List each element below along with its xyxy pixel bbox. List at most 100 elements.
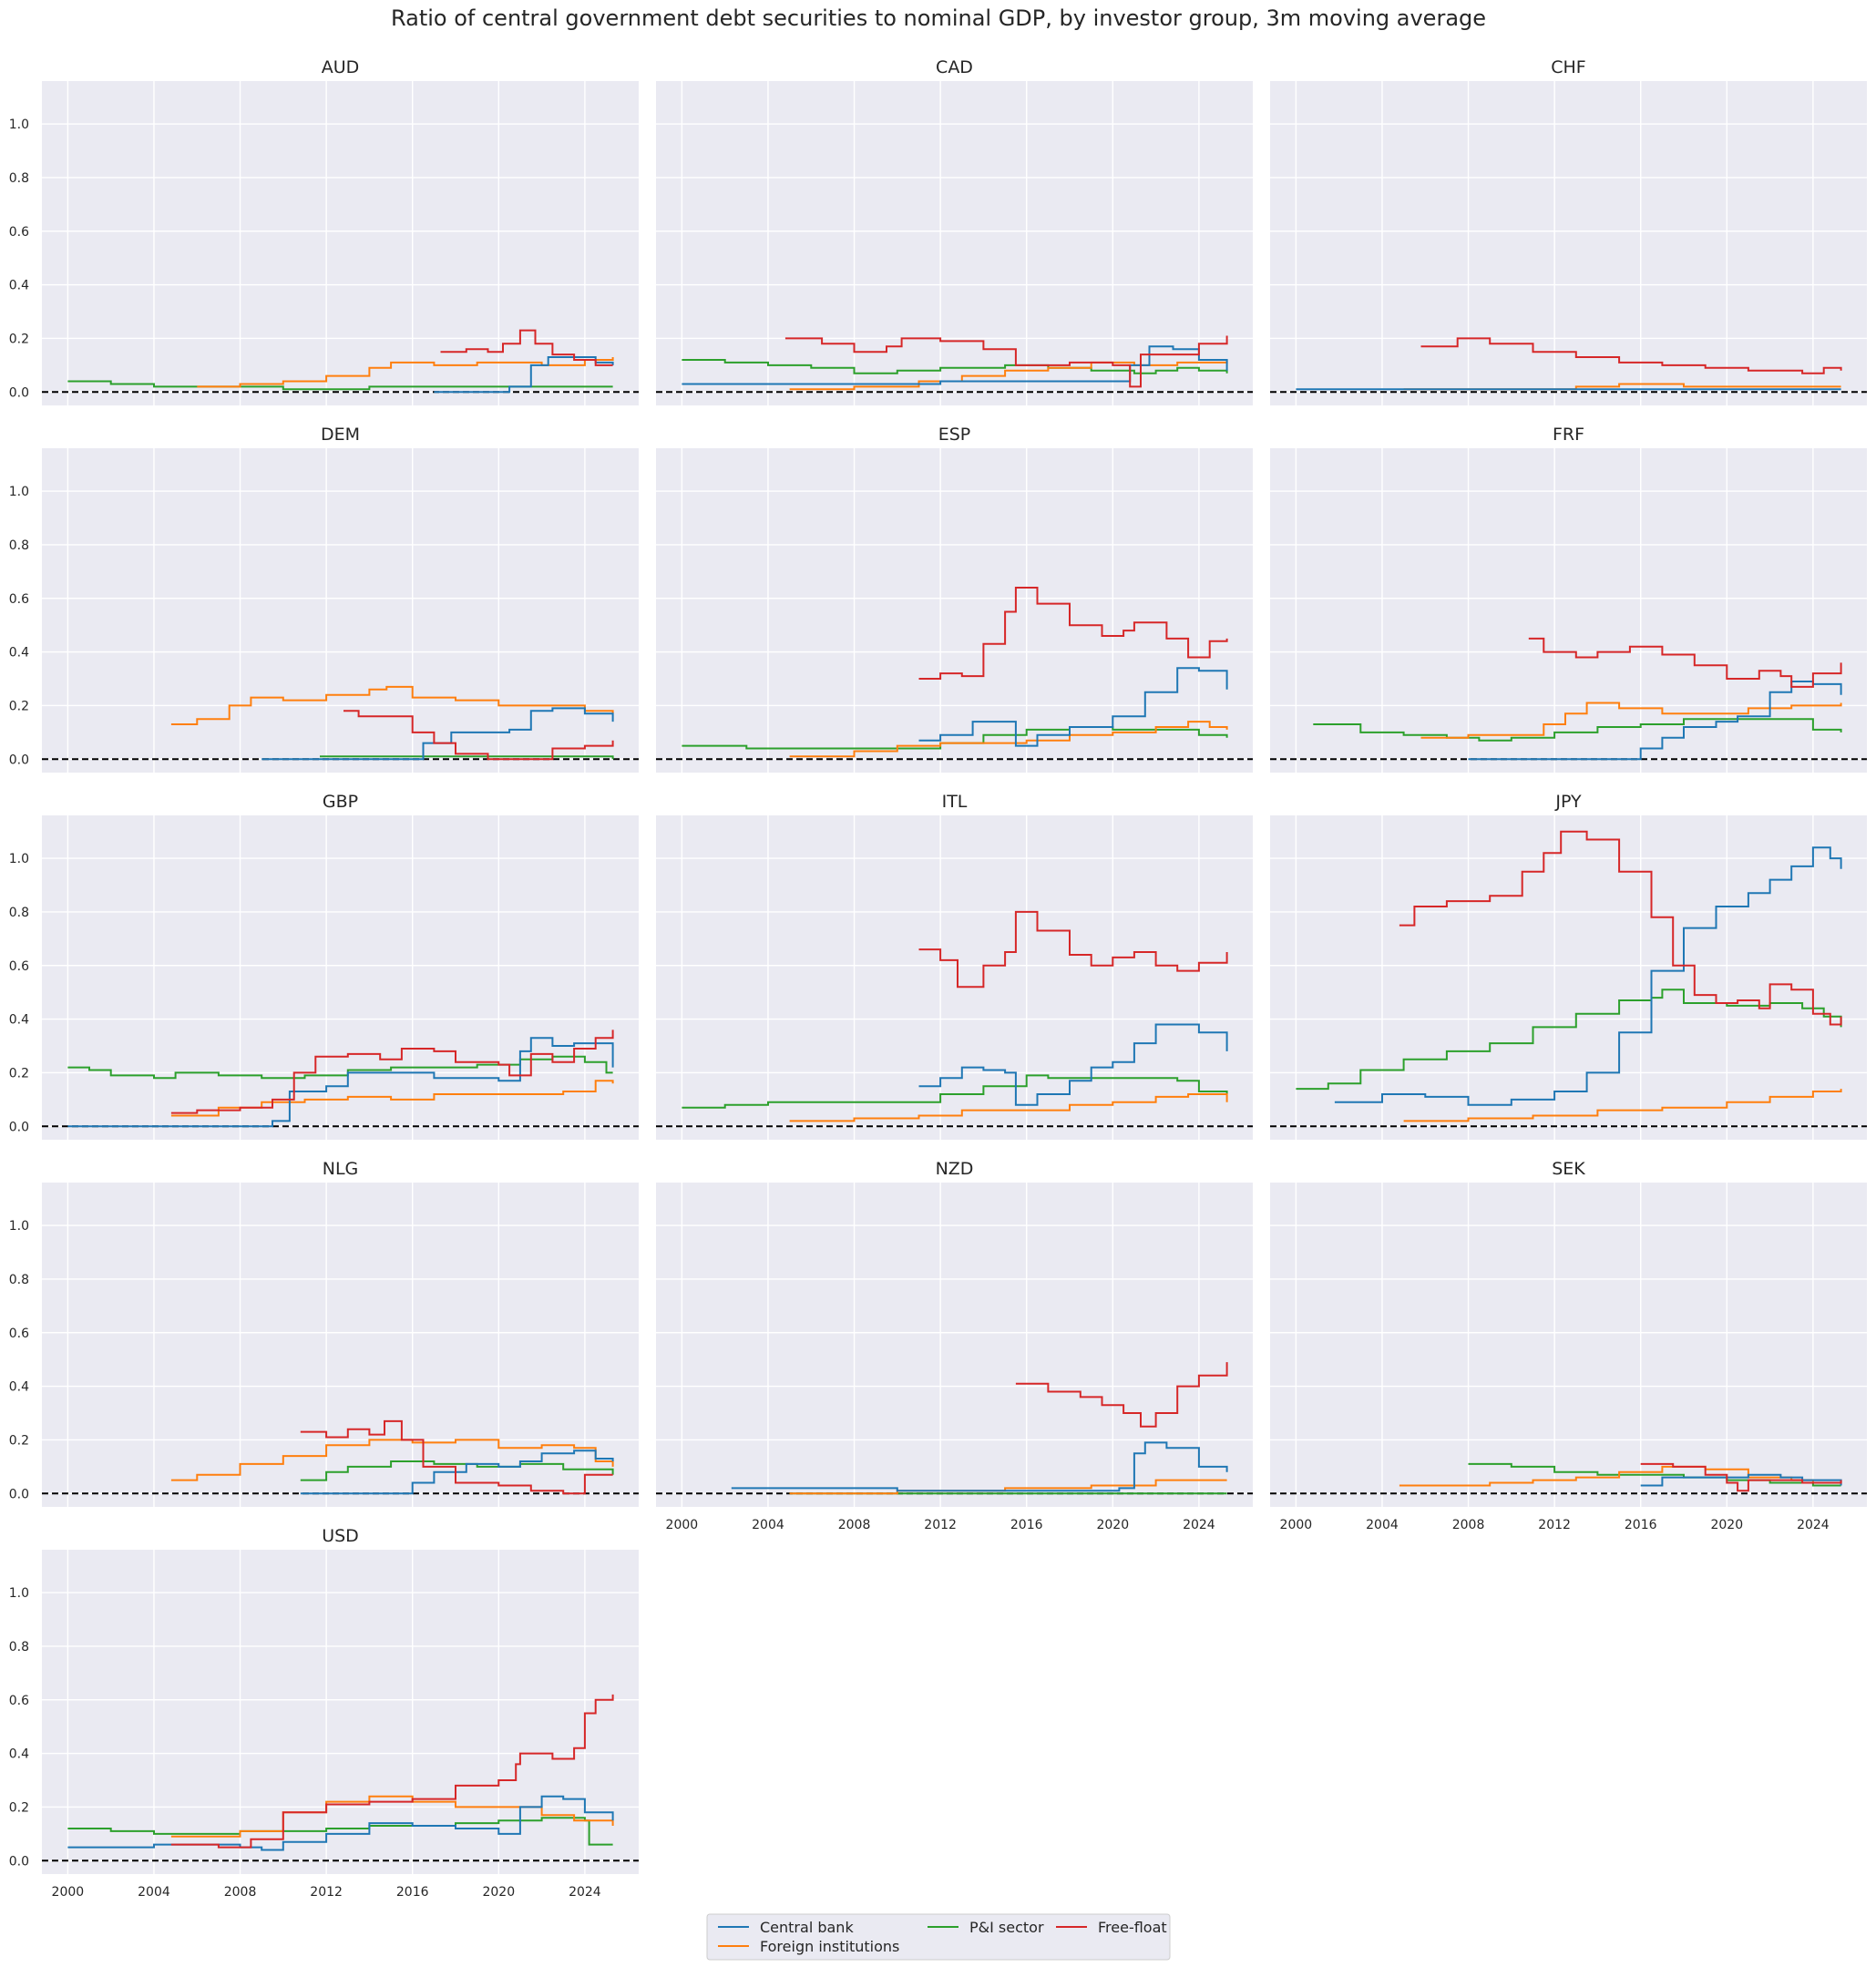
y-tick-label: 1.0 [9,1586,29,1601]
plot-area [42,815,639,1140]
y-tick-label: 0.0 [9,385,29,400]
panel-title: ESP [938,425,971,445]
plot-area [656,1183,1253,1507]
x-tick-label: 2020 [1710,1518,1743,1532]
figure-title: Ratio of central government debt securit… [391,5,1486,31]
series-line-esp-cb [918,667,1228,747]
y-tick-label: 0.6 [9,1694,29,1708]
x-tick-label: 2012 [924,1518,957,1532]
panel-frf: FRF [1270,425,1867,773]
series-line-cad-pi [682,359,1228,374]
panel-title: GBP [323,792,358,812]
x-tick-label: 2012 [310,1885,343,1900]
series-line-nzd-ff [1015,1362,1228,1428]
panel-title: SEK [1552,1159,1585,1179]
panel-title: NLG [323,1159,359,1179]
series-line-esp-fi [789,721,1228,758]
series-line-sek-pi [1468,1462,1841,1487]
panel-nzd: NZD 2000 2004 2008 2012 2016 2020 2024 [656,1159,1253,1532]
series-line-nlg-fi [170,1439,614,1481]
series-line-usd-cb [67,1795,614,1851]
panel-gbp: GBP 0.0 0.2 0.4 0.6 0.8 1.0 [9,792,639,1140]
plot-area [656,81,1253,405]
panel-title: NZD [936,1159,974,1179]
panel-title: CAD [936,57,973,77]
x-tick-label: 2000 [52,1885,85,1900]
series-line-frf-fi [1420,702,1842,739]
series-line-esp-ff [918,587,1228,680]
panel-title: CHF [1551,57,1585,77]
panel-itl: ITL [656,792,1253,1140]
legend-item-fi: Foreign institutions [718,1938,899,1955]
x-tick-label: 2024 [1797,1518,1830,1532]
panel-dem: DEM 0.0 0.2 0.4 0.6 0.8 1.0 [9,425,639,773]
series-line-jpy-pi [1296,989,1842,1091]
panel-esp: ESP [656,425,1253,773]
x-tick-label: 2000 [666,1518,699,1532]
series-line-aud-pi [67,380,613,391]
y-tick-label: 0.2 [9,1800,29,1815]
y-tick-label: 0.6 [9,225,29,240]
legend: Central bank Foreign institutions P&I sect… [706,1913,1171,1961]
series-line-esp-pi [682,726,1228,750]
panel-nlg: NLG 0.0 0.2 0.4 0.6 0.8 1.0 [9,1159,639,1507]
legend-item-cb: Central bank [718,1919,854,1936]
plot-area [42,1550,639,1874]
x-tick-label: 2004 [752,1518,784,1532]
series-line-aud-ff [440,329,613,366]
series-line-cad-ff [784,335,1228,388]
series-line-dem-pi [320,755,614,760]
series-line-cad-fi [789,360,1228,391]
x-tick-label: 2016 [1010,1518,1043,1532]
series-line-nlg-ff [300,1419,613,1495]
panel-sek: SEK 2000 2004 2008 2012 2016 2020 2024 [1270,1159,1867,1532]
series-line-itl-ff [918,910,1228,989]
series-line-jpy-ff [1399,830,1842,1026]
x-tick-label: 2024 [1183,1518,1215,1532]
x-tick-label: 2016 [396,1885,429,1900]
y-tick-label: 0.2 [9,1433,29,1448]
y-tick-label: 0.0 [9,1120,29,1134]
legend-label: Central bank [760,1919,854,1936]
series-line-aud-fi [197,357,614,388]
legend-label: Free-float [1098,1919,1167,1936]
legend-box [706,1913,1171,1961]
y-tick-label: 0.0 [9,753,29,767]
series-line-sek-cb [1640,1473,1842,1487]
y-tick-label: 0.8 [9,906,29,920]
series-line-chf-ff [1420,337,1842,374]
panel-usd: USD 0.0 0.2 0.4 0.6 0.8 1.0 2000 2004 2008 2012 201… [9,1526,639,1900]
series-line-frf-cb [1468,681,1842,761]
y-tick-label: 1.0 [9,485,29,499]
x-tick-label: 2008 [838,1518,871,1532]
y-tick-label: 0.6 [9,959,29,974]
series-line-jpy-cb [1334,846,1842,1106]
panel-title: JPY [1554,792,1582,812]
x-tick-label: 2020 [1096,1518,1129,1532]
x-tick-label: 2008 [224,1885,257,1900]
y-tick-label: 0.4 [9,1380,29,1395]
plot-area [1270,815,1867,1140]
legend-label: Foreign institutions [760,1938,899,1955]
panel-title: DEM [321,425,360,445]
x-tick-label: 2008 [1452,1518,1485,1532]
series-line-jpy-fi [1403,1089,1842,1122]
series-line-frf-ff [1528,637,1842,688]
y-tick-label: 0.6 [9,592,29,607]
panel-cad: CAD [656,57,1253,405]
y-tick-label: 0.8 [9,1640,29,1655]
x-tick-label: 2004 [138,1885,170,1900]
series-line-itl-fi [789,1093,1228,1122]
panel-title: ITL [942,792,968,812]
x-tick-label: 2020 [482,1885,515,1900]
y-tick-label: 0.2 [9,699,29,713]
series-line-nlg-pi [300,1460,614,1481]
legend-label: P&I sector [969,1919,1044,1936]
y-tick-label: 0.4 [9,279,29,293]
y-tick-label: 0.4 [9,1747,29,1762]
series-line-usd-ff [170,1694,614,1849]
panel-title: FRF [1553,425,1584,445]
series-line-nzd-cb [731,1441,1228,1492]
series-line-itl-cb [918,1023,1228,1106]
